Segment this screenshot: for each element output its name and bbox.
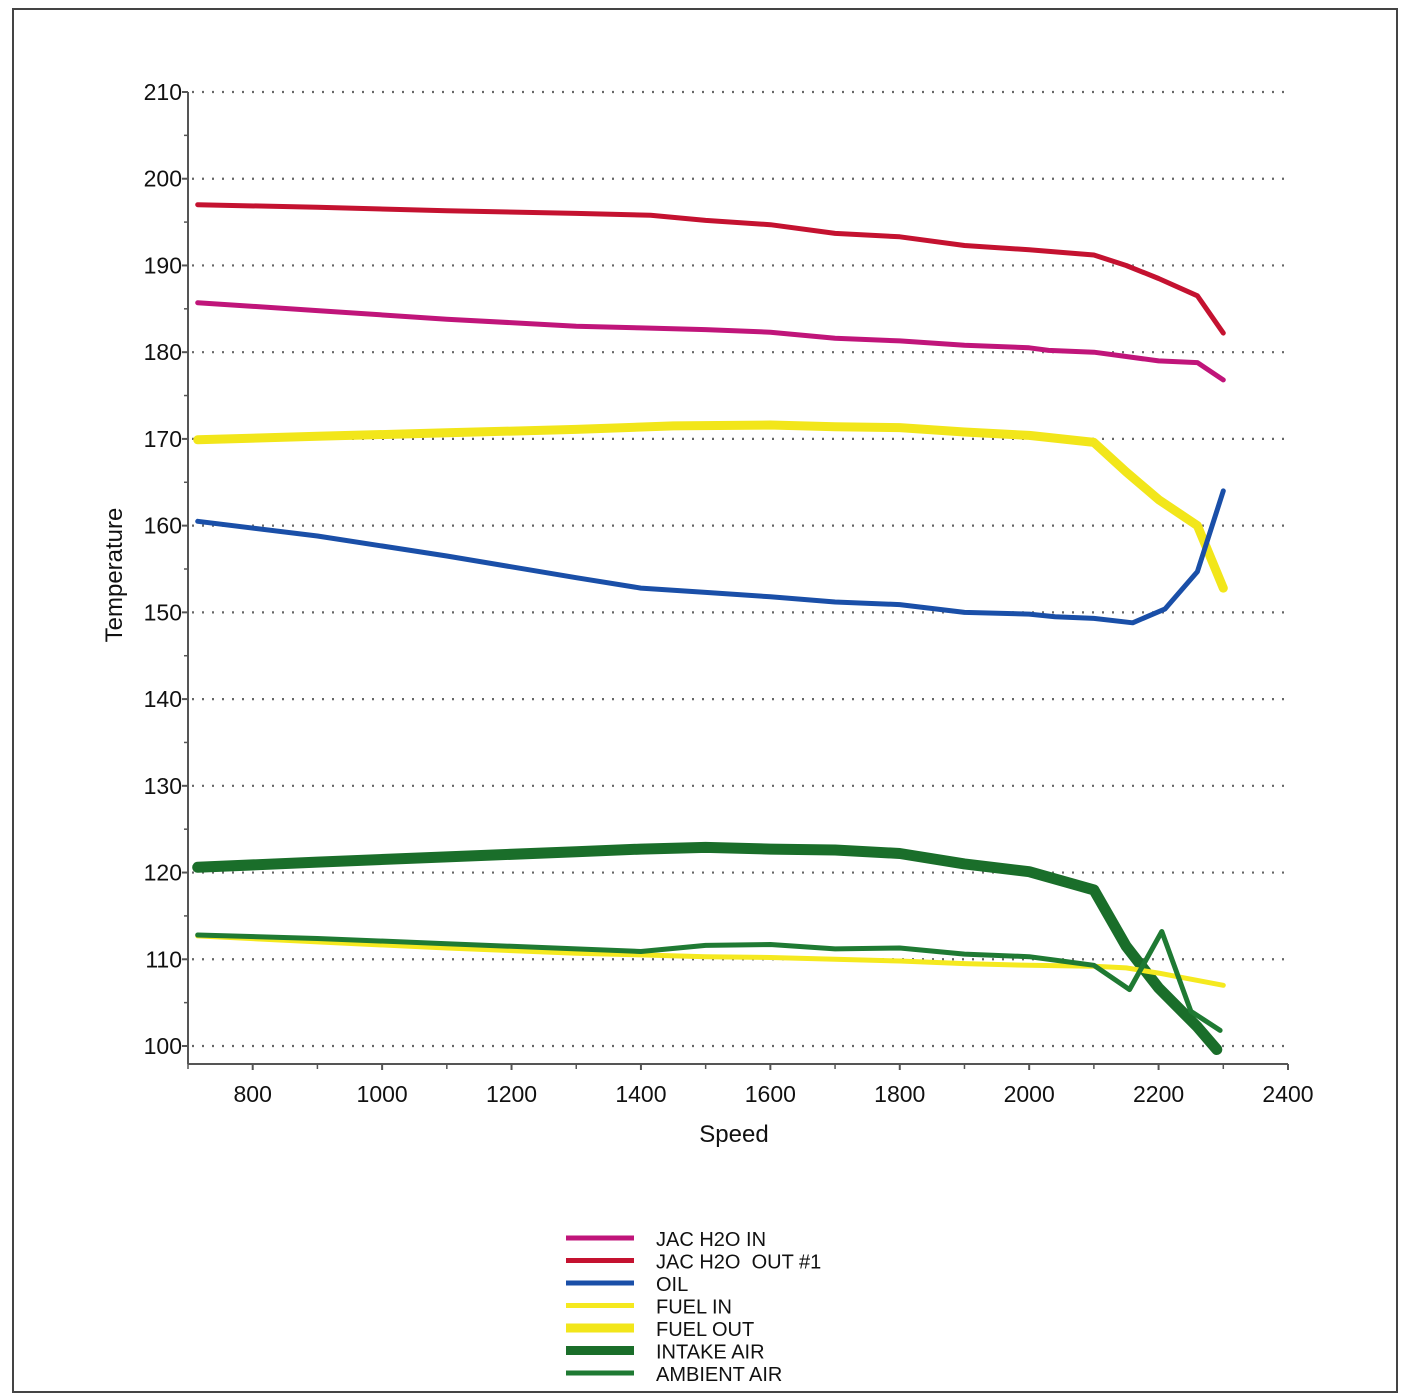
- y-tick-label: 150: [144, 599, 182, 625]
- y-tick-label: 190: [144, 252, 182, 278]
- y-tick-label: 140: [144, 686, 182, 712]
- series-line-fuel-out: [193, 420, 1228, 593]
- x-tick-label: 2000: [1004, 1081, 1055, 1107]
- x-tick-label: 1800: [874, 1081, 925, 1107]
- series-line-jac-h2o-in: [195, 300, 1226, 383]
- y-tick-label: 100: [144, 1033, 182, 1059]
- chart-frame: [12, 8, 1398, 1393]
- y-tick-label: 210: [144, 79, 182, 105]
- series-line-oil: [195, 488, 1226, 626]
- y-tick-label: 160: [144, 513, 182, 539]
- series-line-intake-air: [192, 841, 1223, 1055]
- x-tick-label: 2200: [1133, 1081, 1184, 1107]
- legend-label: FUEL IN: [656, 1297, 732, 1319]
- y-tick-labels: 100 110 120 130 140 150 160 170 180 190 200 210: [144, 79, 182, 1059]
- legend-label: AMBIENT AIR: [656, 1364, 782, 1386]
- legend-label: FUEL OUT: [656, 1319, 754, 1341]
- y-tick-label: 120: [144, 860, 182, 886]
- series-line-jac-h2o-out-1: [195, 202, 1226, 336]
- y-tick-label: 180: [144, 339, 182, 365]
- y-tick-label: 110: [145, 946, 182, 972]
- x-tick-label: 1600: [745, 1081, 796, 1107]
- legend-label: JAC H2O IN: [656, 1229, 766, 1251]
- legend-label: INTAKE AIR: [656, 1342, 765, 1364]
- x-tick-label: 1200: [486, 1081, 537, 1107]
- legend-label: OIL: [656, 1274, 688, 1296]
- x-axis-title: Speed: [699, 1121, 768, 1148]
- series-lines: [192, 202, 1228, 1055]
- x-tick-label: 1000: [357, 1081, 408, 1107]
- x-tick-labels: 800 1000 1200 1400 1600 1800 2000 2200 2400: [234, 1081, 1314, 1107]
- y-axis-title: Temperature: [101, 508, 128, 643]
- x-tick-label: 2400: [1262, 1081, 1313, 1107]
- x-tick-label: 1400: [615, 1081, 666, 1107]
- legend-label: JAC H2O OUT #1: [656, 1252, 821, 1274]
- y-tick-label: 170: [144, 426, 182, 452]
- axes: [187, 92, 1288, 1065]
- y-tick-label: 130: [144, 773, 182, 799]
- series-line-fuel-in: [195, 933, 1226, 988]
- x-tick-label: 800: [234, 1081, 272, 1107]
- series-line-ambient-air: [195, 929, 1223, 1033]
- grid-lines: [182, 90, 1289, 1070]
- y-tick-label: 200: [144, 166, 182, 192]
